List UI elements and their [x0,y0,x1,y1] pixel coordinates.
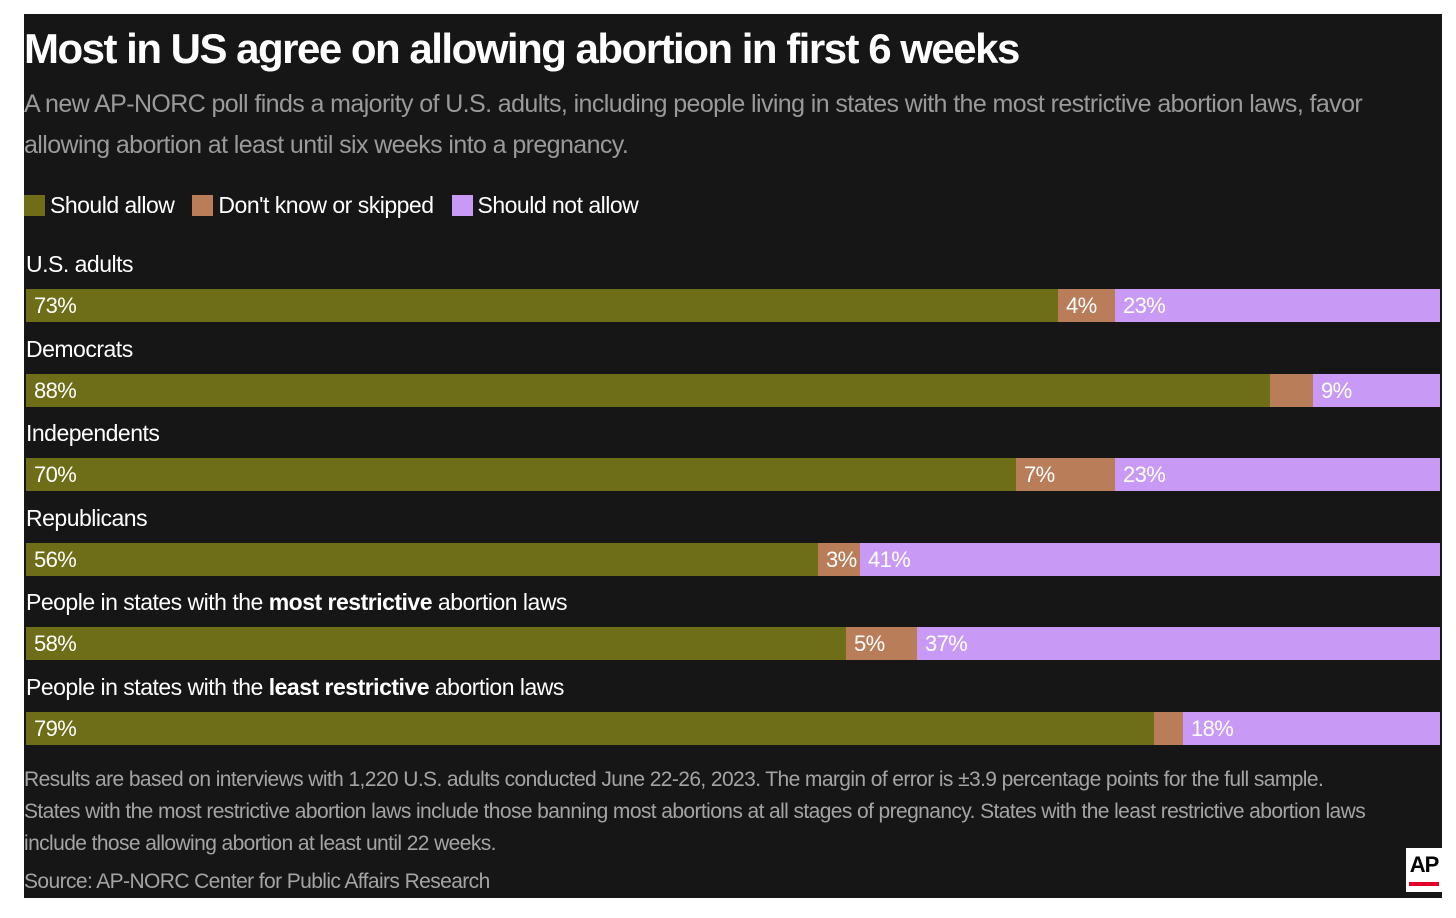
group-label-text: People in states with the [26,589,269,615]
data-label: 58% [34,631,77,656]
bar-segment-should-not-allow: 18% [1183,711,1440,745]
ap-logo-text: AP [1409,852,1440,877]
group-label-text: Democrats [26,335,133,362]
group-label-emphasis: most restrictive [268,589,433,615]
bar-row: 56% 3% 41% [26,542,1440,576]
group-label: People in states with the most restricti… [26,587,567,617]
ap-logo-accent [1409,882,1439,886]
bar-segment-don-t-know-or-skipped: 5% [846,627,917,660]
group-label-suffix: abortion laws [432,589,568,615]
chart-title: Most in US agree on allowing abortion in… [24,25,1020,72]
data-label: 4% [1066,293,1097,318]
group-label-emphasis: least restrictive [268,673,430,700]
bar-segment-should-not-allow: 23% [1115,458,1440,491]
legend-item-should-allow: Should allow [24,191,175,219]
data-label: 9% [1321,377,1352,403]
bar-segment-should-allow: 79% [26,711,1154,745]
bar-row: 79% 18% [26,711,1440,745]
bar-row: 70% 7% 23% [26,458,1440,491]
data-label: 5% [854,631,885,656]
bar-segment-don-t-know-or-skipped: 4% [1058,289,1115,322]
bar-segment-should-allow: 73% [26,289,1058,322]
bar-segment-should-not-allow: 23% [1115,289,1440,322]
bar-segment-should-not-allow: 41% [860,542,1440,576]
legend-item-don-t-know-or-skipped: Don't know or skipped [192,191,434,219]
legend-label: Should not allow [477,191,639,218]
chart-note: Results are based on interviews with 1,2… [24,768,1366,855]
bar-segment-should-not-allow: 37% [917,627,1440,660]
bar-segment-don-t-know-or-skipped: 3% [818,542,860,576]
group-label: Independents [26,418,160,448]
bar-segment-should-allow: 88% [26,373,1270,407]
bar-segment-don-t-know-or-skipped [1154,711,1183,745]
bar-segment-don-t-know-or-skipped [1270,373,1313,407]
data-label: 7% [1024,462,1055,487]
data-label: 18% [1191,715,1234,741]
bar-segment-should-allow: 70% [26,458,1016,491]
data-label: 70% [34,462,77,487]
legend-swatch [24,194,45,216]
group-label: U.S. adults [26,249,134,279]
legend-swatch [192,194,214,216]
group-label: Republicans [26,503,148,533]
data-label: 79% [34,715,77,741]
group-label: Democrats [26,334,133,364]
data-label: 23% [1123,462,1166,487]
bar-segment-don-t-know-or-skipped: 7% [1016,458,1115,491]
legend: Should allow Don't know or skipped Should … [24,190,656,220]
group-label: People in states with the least restrict… [26,672,564,702]
group-label-text: Independents [26,420,160,446]
legend-label: Don't know or skipped [218,191,434,218]
group-label-suffix: abortion laws [429,673,565,700]
legend-label: Should allow [50,191,175,218]
chart-panel: Most in US agree on allowing abortion in… [24,14,1442,898]
data-label: 88% [34,377,77,403]
bar-row: 88% 9% [26,373,1440,407]
ap-logo: AP [1406,848,1442,892]
bar-segment-should-allow: 56% [26,542,818,576]
data-label: 41% [868,546,911,572]
data-label: 37% [925,631,968,656]
data-label: 73% [34,293,77,318]
data-label: 3% [826,546,857,572]
group-label-text: U.S. adults [26,251,134,277]
group-label-text: People in states with the [26,673,269,700]
bar-segment-should-allow: 58% [26,627,846,660]
legend-swatch [451,194,473,216]
legend-item-should-not-allow: Should not allow [451,191,639,219]
bar-row: 73% 4% 23% [26,289,1440,322]
bar-row: 58% 5% 37% [26,627,1440,660]
chart-subtitle: A new AP-NORC poll finds a majority of U… [24,90,1363,159]
chart-source: Source: AP-NORC Center for Public Affair… [24,870,490,893]
data-label: 23% [1123,293,1166,318]
data-label: 56% [34,546,77,572]
group-label-text: Republicans [26,504,148,531]
bar-segment-should-not-allow: 9% [1313,373,1440,407]
